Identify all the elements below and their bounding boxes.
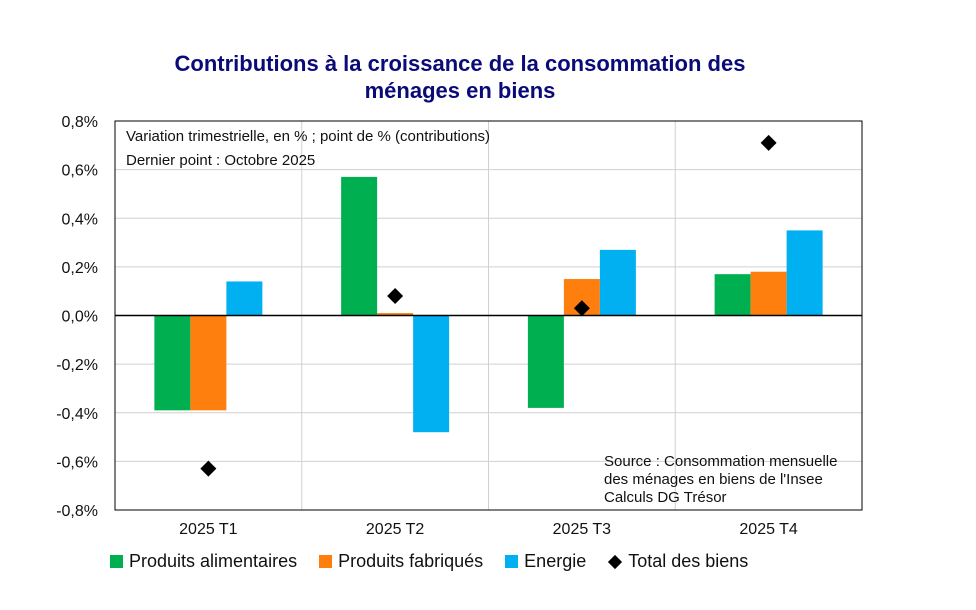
bar	[527, 315, 564, 408]
y-tick-label: 0,6%	[62, 163, 98, 180]
bar	[377, 313, 414, 316]
legend-item-energie: Energie	[505, 551, 586, 572]
x-tick-label: 2025 T4	[739, 521, 798, 538]
bar	[341, 176, 378, 316]
source-line-3: Calculs DG Trésor	[604, 489, 727, 506]
bar	[786, 230, 823, 316]
legend-label-fabriques: Produits fabriqués	[338, 551, 484, 571]
x-tick-label: 2025 T2	[366, 521, 425, 538]
bar	[413, 315, 450, 433]
legend-swatch-energie	[505, 555, 519, 568]
legend-label-total: Total des biens	[628, 551, 749, 571]
x-axis-ticks: 2025 T1 2025 T2 2025 T3 2025 T4	[179, 521, 798, 538]
chart-title-line-1: Contributions à la croissance de la cons…	[174, 51, 746, 76]
legend-item-alimentaires: Produits alimentaires	[110, 551, 297, 572]
legend-item-fabriques: Produits fabriqués	[319, 551, 483, 572]
total-markers	[200, 134, 777, 477]
y-tick-label: 0,8%	[62, 114, 98, 131]
bars	[154, 176, 823, 433]
x-tick-label: 2025 T1	[179, 521, 238, 538]
total-marker	[200, 460, 217, 477]
bar	[190, 315, 227, 411]
legend: Produits alimentaires Produits fabriqués…	[110, 551, 770, 572]
bar	[714, 274, 751, 316]
y-tick-label: -0,4%	[56, 406, 98, 423]
total-marker	[760, 134, 777, 151]
y-tick-label: 0,0%	[62, 309, 98, 326]
y-tick-label: -0,2%	[56, 357, 98, 374]
y-tick-label: -0,8%	[56, 503, 98, 520]
y-tick-label: 0,2%	[62, 260, 98, 277]
x-tick-label: 2025 T3	[553, 521, 612, 538]
bar	[226, 281, 263, 316]
total-marker	[387, 288, 404, 305]
source-line-2: des ménages en biens de l'Insee	[604, 471, 823, 488]
y-tick-label: -0,6%	[56, 454, 98, 471]
chart-title: Contributions à la croissance de la cons…	[100, 50, 820, 104]
note-last-point: Dernier point : Octobre 2025	[126, 152, 315, 169]
source-line-1: Source : Consommation mensuelle	[604, 453, 837, 470]
legend-item-total: Total des biens	[608, 551, 748, 572]
bar	[750, 271, 787, 316]
legend-label-energie: Energie	[524, 551, 587, 571]
legend-swatch-alimentaires	[110, 555, 123, 568]
legend-label-alimentaires: Produits alimentaires	[129, 551, 298, 571]
chart-title-line-2: ménages en biens	[364, 78, 556, 103]
total-marker	[573, 300, 590, 317]
y-axis-ticks: 0,8% 0,6% 0,4% 0,2% 0,0% -0,2% -0,4% -0,6% -0,8%	[56, 114, 98, 520]
legend-diamond-icon	[608, 554, 623, 569]
note-variation: Variation trimestrielle, en % ; point de…	[126, 128, 490, 145]
bar	[599, 249, 636, 316]
legend-swatch-fabriques	[319, 555, 333, 568]
y-tick-label: 0,4%	[62, 211, 98, 228]
bar	[154, 315, 191, 411]
